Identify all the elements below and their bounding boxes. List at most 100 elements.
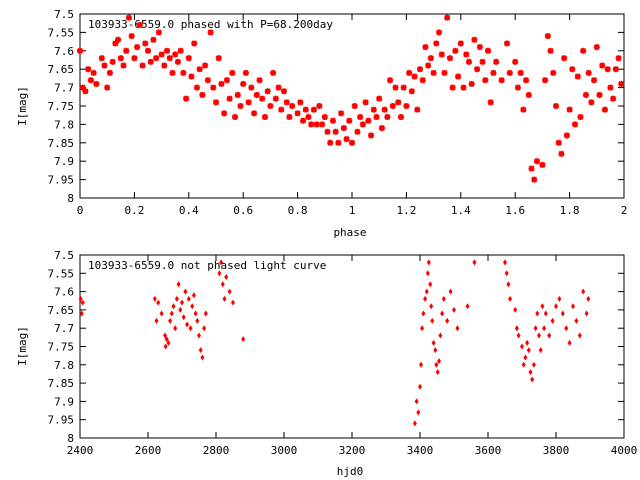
y-tick-label: 8 (67, 432, 74, 445)
data-point (275, 84, 282, 91)
data-point (313, 121, 320, 128)
data-point (256, 77, 263, 84)
data-point (400, 84, 407, 91)
data-point (166, 55, 173, 62)
unphased-light-curve-panel: 103933-6559.0 not phased light curve hjd… (16, 249, 637, 478)
data-point (188, 325, 193, 332)
data-point (506, 69, 513, 76)
data-point (528, 165, 535, 172)
data-point (176, 281, 181, 288)
data-point (223, 77, 230, 84)
data-point (566, 106, 573, 113)
data-point (557, 295, 562, 302)
data-point (455, 325, 460, 332)
data-point (437, 358, 442, 365)
data-point (123, 47, 130, 54)
data-point (577, 114, 584, 121)
data-point (169, 69, 176, 76)
x-tick-label: 2800 (203, 444, 230, 457)
data-point (577, 332, 582, 339)
data-point (227, 288, 232, 295)
data-point (425, 270, 430, 277)
data-point (547, 47, 554, 54)
data-point (433, 40, 440, 47)
data-point (593, 44, 600, 51)
data-point (166, 339, 171, 346)
data-point (232, 114, 239, 121)
data-point (231, 299, 235, 306)
data-point (78, 295, 83, 302)
data-point (520, 343, 524, 350)
data-point (156, 299, 161, 306)
data-point (185, 55, 192, 62)
data-point (468, 80, 475, 87)
data-point (200, 354, 205, 361)
data-point (482, 77, 489, 84)
data-point (517, 69, 524, 76)
data-point (164, 336, 169, 343)
data-point (240, 80, 247, 87)
data-point (199, 91, 206, 98)
data-point (324, 128, 331, 135)
data-point (359, 121, 366, 128)
data-point (177, 47, 184, 54)
data-point (202, 62, 209, 69)
data-point (203, 310, 208, 317)
data-point (251, 110, 258, 117)
data-point (222, 295, 227, 302)
data-point (452, 47, 459, 54)
data-point (159, 310, 164, 317)
data-point (154, 317, 159, 324)
y-tick-label: 7.55 (48, 267, 75, 280)
data-point (438, 51, 445, 58)
data-point (183, 95, 190, 102)
data-point (294, 110, 301, 117)
data-point (163, 332, 167, 339)
data-point (270, 69, 277, 76)
data-point (93, 80, 100, 87)
data-point (465, 303, 470, 310)
x-tick-label: 0.8 (288, 204, 308, 217)
data-point (599, 62, 606, 69)
data-point (340, 125, 347, 132)
data-point (426, 259, 431, 266)
data-point (428, 281, 433, 288)
data-point (248, 84, 255, 91)
data-point (419, 77, 426, 84)
data-point (85, 66, 92, 73)
data-point (416, 409, 421, 416)
data-point (555, 139, 562, 146)
data-point (411, 73, 418, 80)
data-point (544, 33, 551, 40)
data-point (153, 55, 160, 62)
data-point (434, 361, 439, 368)
data-point (370, 106, 377, 113)
y-tick-label: 7.75 (48, 100, 75, 113)
data-point (412, 420, 417, 427)
data-point (106, 69, 113, 76)
data-point (224, 273, 229, 280)
data-point (429, 303, 434, 310)
y-tick-label: 7.65 (48, 304, 75, 317)
x-tick-label: 0 (77, 204, 84, 217)
data-point (174, 58, 181, 65)
data-point (487, 99, 494, 106)
data-point (281, 88, 287, 95)
data-point (368, 132, 375, 139)
data-point (278, 106, 285, 113)
data-point (183, 288, 188, 295)
data-point (267, 103, 274, 109)
data-point (87, 77, 94, 84)
y-tick-label: 7.9 (54, 395, 74, 408)
unphased-chart-title: 103933-6559.0 not phased light curve (88, 259, 326, 272)
data-point (504, 40, 511, 47)
data-point (253, 91, 260, 98)
x-tick-label: 1.6 (505, 204, 525, 217)
data-point (158, 51, 165, 58)
data-point (145, 47, 151, 54)
data-point (219, 259, 224, 266)
data-point (564, 325, 569, 332)
data-point (196, 66, 203, 73)
data-point (376, 95, 383, 102)
data-point (198, 347, 203, 354)
